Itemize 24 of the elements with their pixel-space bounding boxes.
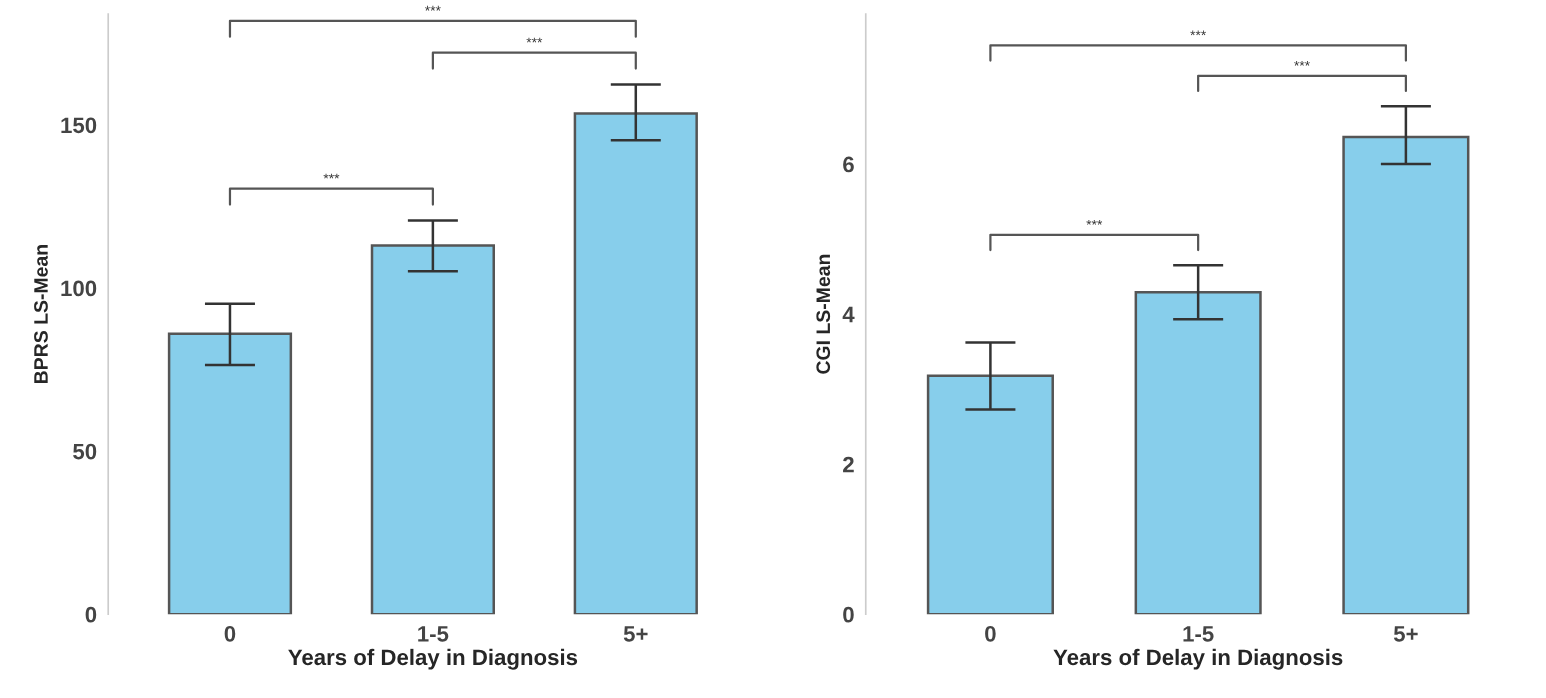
- x-tick-label: 5+: [623, 626, 648, 642]
- y-axis-title: CGI LS-Mean: [816, 254, 831, 374]
- y-tick-label: 4: [842, 306, 855, 323]
- bar: [167, 332, 293, 615]
- y-tick-label: 100: [61, 280, 97, 297]
- x-tick-label: 0: [224, 625, 236, 642]
- y-tick-label: 2: [843, 456, 854, 473]
- y-tick-label: 6: [843, 156, 854, 173]
- x-tick-label: 1-5: [1183, 626, 1214, 642]
- bar: [1342, 135, 1470, 615]
- y-tick-label: 0: [85, 606, 97, 623]
- bar: [370, 244, 495, 615]
- bar: [1134, 291, 1262, 615]
- x-tick-label: 0: [985, 625, 996, 642]
- x-tick-label: 1-5: [418, 626, 449, 642]
- y-tick-label: 50: [73, 443, 97, 460]
- bar: [573, 112, 698, 615]
- bar: [926, 374, 1054, 615]
- x-axis-title: Years of Delay in Diagnosis: [1053, 648, 1343, 670]
- y-tick-label: 0: [843, 606, 854, 623]
- x-axis-title: Years of Delay in Diagnosis: [288, 648, 578, 670]
- y-tick-label: 150: [61, 117, 97, 134]
- y-axis-title: BPRS LS-Mean: [34, 245, 48, 384]
- x-tick-label: 5+: [1393, 626, 1418, 642]
